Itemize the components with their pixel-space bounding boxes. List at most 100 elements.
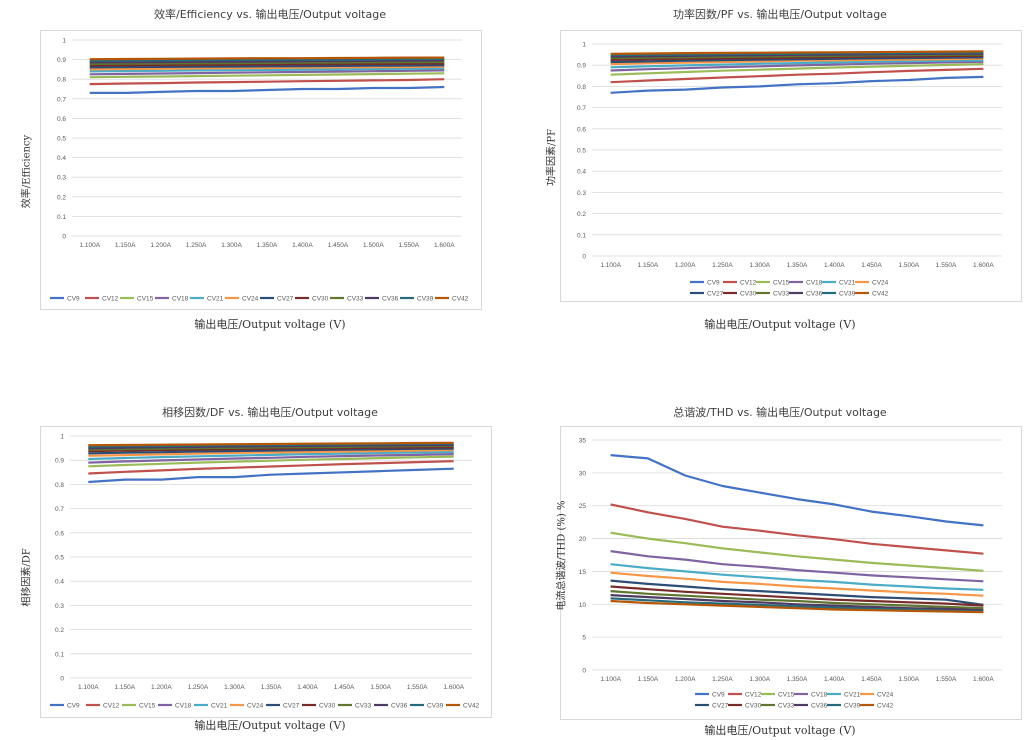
x-tick-label: 1.150A [638, 262, 659, 269]
y-tick-label: 0 [582, 668, 586, 675]
series-line-cv15 [88, 455, 454, 468]
x-tick-label: 1.300A [749, 262, 770, 269]
x-tick-label: 1.550A [936, 676, 957, 683]
x-tick-label: 1.500A [363, 242, 384, 249]
x-tick-label: 1.600A [434, 242, 455, 249]
y-tick-label: 0.6 [577, 126, 586, 133]
series-line-cv9 [610, 75, 984, 94]
legend-label: CV27 [283, 703, 300, 710]
y-tick-label: 0.7 [57, 96, 66, 103]
chart-plot: 0 0.1 0.2 0.3 0.4 0.5 0.6 0.7 0.8 0.9 1 1.100A 1.150… [577, 42, 1002, 298]
x-axis-title: 输出电压/Output voltage (V) [704, 724, 856, 737]
x-tick-label: 1.450A [861, 676, 882, 683]
x-tick-label: 1.100A [600, 676, 621, 683]
x-tick-label: 1.250A [186, 242, 207, 249]
x-tick-label: 1.300A [224, 684, 245, 691]
y-tick-label: 15 [579, 569, 587, 576]
y-tick-label: 0 [582, 254, 586, 261]
series-line-cv18 [610, 60, 984, 72]
series-line-cv12 [610, 67, 984, 84]
series-line-cv24 [88, 448, 454, 457]
y-tick-label: 30 [579, 470, 587, 477]
x-tick-label: 1.400A [824, 676, 845, 683]
legend-label: CV12 [102, 296, 119, 303]
y-tick-label: 0.9 [55, 458, 64, 465]
legend-label: CV42 [877, 703, 894, 710]
series-line-cv18 [89, 69, 445, 76]
x-tick-label: 1.200A [675, 676, 696, 683]
x-tick-label: 1.600A [443, 684, 464, 691]
series-line-cv30 [89, 62, 445, 67]
series-line-cv42 [89, 56, 445, 61]
series-line-cv36 [88, 443, 454, 450]
x-tick-label: 1.100A [600, 262, 621, 269]
legend-label: CV21 [839, 280, 856, 287]
y-tick-label: 0.1 [55, 651, 64, 658]
x-tick-label: 1.400A [292, 242, 313, 249]
legend-label: CV30 [312, 296, 329, 303]
x-tick-label: 1.250A [188, 684, 209, 691]
y-tick-label: 1 [60, 434, 64, 441]
x-tick-label: 1.200A [150, 242, 171, 249]
series-line-cv27 [88, 447, 454, 455]
x-tick-label: 1.400A [824, 262, 845, 269]
legend-label: CV30 [745, 703, 762, 710]
chart-plot: 0 0.1 0.2 0.3 0.4 0.5 0.6 0.7 0.8 0.9 1 1.100A 1.150… [50, 434, 480, 710]
series-line-cv21 [89, 67, 445, 73]
x-tick-label: 1.150A [115, 242, 136, 249]
legend-label: CV30 [319, 703, 336, 710]
series-line-cv27 [89, 64, 445, 69]
legend-label: CV15 [778, 692, 795, 699]
legend-label: CV24 [242, 296, 259, 303]
y-tick-label: 0 [62, 234, 66, 241]
legend-label: CV18 [811, 692, 828, 699]
x-tick-label: 1.600A [973, 676, 994, 683]
legend-label: CV30 [740, 291, 757, 298]
series-line-cv12 [89, 78, 445, 86]
legend-label: CV33 [778, 703, 795, 710]
series-line-cv30 [88, 446, 454, 453]
legend-label: CV33 [347, 296, 364, 303]
legend-label: CV15 [773, 280, 790, 287]
series-line-cv27 [610, 579, 984, 606]
series-line-cv9 [89, 85, 445, 95]
series-line-cv27 [610, 56, 984, 64]
y-axis-title: 电流总谐波/THD (%) % [556, 500, 568, 611]
x-tick-label: 1.550A [407, 684, 428, 691]
x-tick-label: 1.450A [334, 684, 355, 691]
x-tick-label: 1.150A [638, 676, 659, 683]
legend-label: CV24 [247, 703, 264, 710]
legend-label: CV42 [872, 291, 889, 298]
legend-label: CV15 [137, 296, 154, 303]
series-line-cv42 [88, 441, 454, 447]
legend-label: CV24 [872, 280, 889, 287]
series-line-cv33 [610, 53, 984, 60]
y-tick-label: 10 [579, 602, 587, 609]
legend-label: CV27 [707, 291, 724, 298]
x-tick-label: 1.400A [297, 684, 318, 691]
series-line-cv9 [88, 467, 454, 484]
y-tick-label: 35 [579, 438, 587, 445]
y-tick-label: 0.5 [57, 136, 66, 143]
series-line-cv21 [610, 563, 984, 591]
legend-label: CV39 [839, 291, 856, 298]
series-line-cv24 [610, 57, 984, 66]
y-tick-label: 0.4 [57, 155, 66, 162]
legend-label: CV36 [806, 291, 823, 298]
y-tick-label: 1 [62, 38, 66, 45]
chart-frame [560, 426, 1022, 720]
y-tick-label: 0.1 [577, 232, 586, 239]
series-line-cv21 [88, 450, 454, 461]
x-tick-label: 1.100A [78, 684, 99, 691]
x-tick-label: 1.550A [399, 242, 420, 249]
legend-label: CV9 [67, 296, 80, 303]
series-line-cv21 [610, 59, 984, 69]
legend-label: CV39 [427, 703, 444, 710]
x-axis-title: 输出电压/Output voltage (V) [194, 719, 346, 732]
series-line-cv30 [610, 585, 984, 607]
series-line-cv15 [89, 72, 445, 79]
legend-label: CV12 [103, 703, 120, 710]
y-tick-label: 0.2 [577, 211, 586, 218]
chart-plot: 0 0.1 0.2 0.3 0.4 0.5 0.6 0.7 0.8 0.9 1 1.100A 1.150… [50, 38, 469, 303]
y-tick-label: 0.9 [57, 57, 66, 64]
